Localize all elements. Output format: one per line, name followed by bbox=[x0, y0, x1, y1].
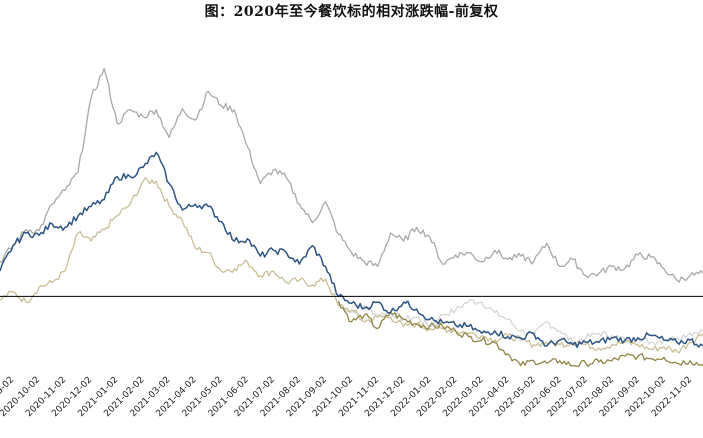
series-line-1 bbox=[0, 151, 703, 349]
series-line-3 bbox=[337, 300, 703, 368]
chart-title: 图：2020年至今餐饮标的相对涨跌幅-前复权 bbox=[204, 4, 499, 20]
x-tick-layer: 2020-09-022020-10-022020-11-022020-12-02… bbox=[0, 375, 694, 419]
series-line-2 bbox=[0, 177, 703, 354]
series-layer bbox=[0, 67, 703, 368]
series-line-0 bbox=[0, 67, 703, 283]
